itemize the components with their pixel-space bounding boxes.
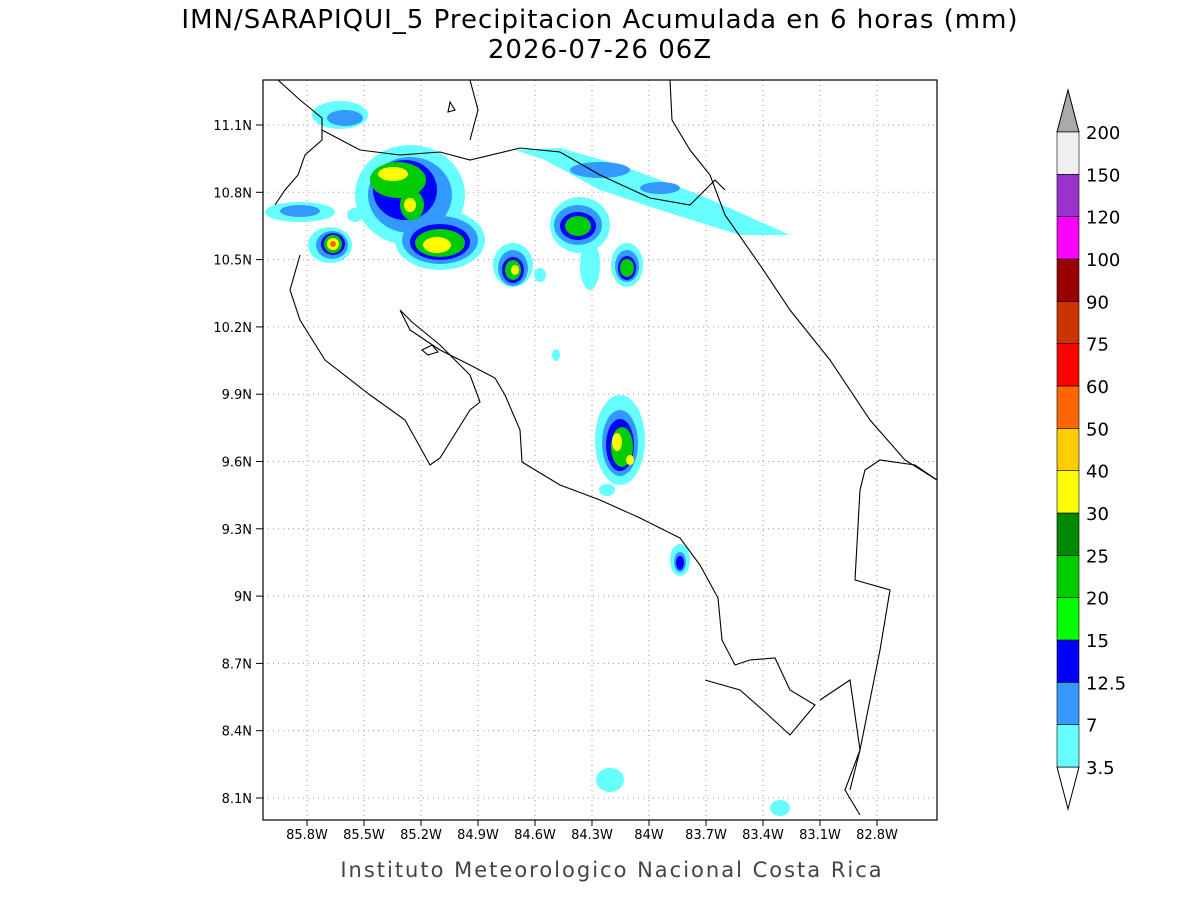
colorbar-bin <box>1056 555 1080 598</box>
colorbar-label: 200 <box>1086 123 1120 144</box>
colorbar-above <box>1056 88 1080 133</box>
lat-tick-label: 8.4N <box>222 725 252 740</box>
coastlines <box>274 80 937 816</box>
colorbar-label: 25 <box>1086 546 1109 567</box>
lat-tick-label: 9.9N <box>222 388 252 403</box>
colorbar-bin <box>1056 724 1080 768</box>
colorbar-label: 100 <box>1086 250 1120 271</box>
colorbar-bin <box>1056 174 1080 217</box>
lon-tick-label: 84.3W <box>571 828 613 843</box>
colorbar: 3.5 7 12.5 15 20 25 30 40 50 60 75 90 100 120 150 200 <box>1056 88 1126 811</box>
colorbar-bin <box>1056 216 1080 260</box>
colorbar-label: 30 <box>1086 504 1109 525</box>
colorbar-label: 40 <box>1086 462 1109 483</box>
colorbar-bin <box>1056 131 1080 175</box>
colorbar-label: 90 <box>1086 292 1109 313</box>
lon-tick-label: 83.1W <box>799 828 841 843</box>
lat-tick-label: 10.5N <box>213 254 252 269</box>
colorbar-label: 50 <box>1086 419 1109 440</box>
precipitation <box>265 101 790 816</box>
colorbar-bin <box>1056 470 1080 514</box>
colorbar-bin <box>1056 258 1080 302</box>
colorbar-label: 150 <box>1086 165 1120 186</box>
lat-tick-label: 9.3N <box>222 523 252 538</box>
lat-tick-label: 10.8N <box>213 186 252 201</box>
lat-tick-label: 8.7N <box>222 657 252 672</box>
lon-tick-label: 83.7W <box>685 828 727 843</box>
colorbar-bin <box>1056 343 1080 387</box>
lon-tick-label: 85.5W <box>343 828 385 843</box>
lat-tick-label: 9N <box>234 590 252 605</box>
colorbar-bin <box>1056 385 1080 429</box>
lat-tick-label: 8.1N <box>222 792 252 807</box>
lon-tick-label: 85.2W <box>400 828 442 843</box>
colorbar-bin <box>1056 639 1080 683</box>
colorbar-label: 12.5 <box>1086 673 1126 694</box>
lat-tick-label: 11.1N <box>213 119 252 134</box>
colorbar-label: 7 <box>1086 716 1097 737</box>
colorbar-label: 60 <box>1086 377 1109 398</box>
colorbar-bin <box>1056 428 1080 471</box>
map-subtitle: 2026-07-26 06Z <box>488 35 712 65</box>
lon-tick-label: 82.8W <box>856 828 898 843</box>
colorbar-bin <box>1056 301 1080 344</box>
map-title: IMN/SARAPIQUI_5 Precipitacion Acumulada … <box>181 5 1018 35</box>
colorbar-bin <box>1056 512 1080 556</box>
colorbar-label: 120 <box>1086 208 1120 229</box>
lat-tick-label: 9.6N <box>222 456 252 471</box>
colorbar-label: 3.5 <box>1086 758 1115 779</box>
colorbar-bin <box>1056 682 1080 725</box>
lon-tick-label: 85.8W <box>286 828 328 843</box>
colorbar-bin <box>1056 597 1080 641</box>
colorbar-label: 15 <box>1086 631 1109 652</box>
footer: Instituto Meteorologico Nacional Costa R… <box>340 858 883 882</box>
map-frame <box>262 79 938 821</box>
lat-tick-label: 10.2N <box>213 321 252 336</box>
lon-tick-label: 83.4W <box>742 828 784 843</box>
lon-tick-label: 84.9W <box>457 828 499 843</box>
colorbar-label: 20 <box>1086 589 1109 610</box>
lon-tick-label: 84.6W <box>514 828 556 843</box>
grid <box>263 80 937 820</box>
lon-tick-label: 84W <box>634 828 664 843</box>
colorbar-label: 75 <box>1086 335 1109 356</box>
colorbar-below <box>1056 766 1080 811</box>
